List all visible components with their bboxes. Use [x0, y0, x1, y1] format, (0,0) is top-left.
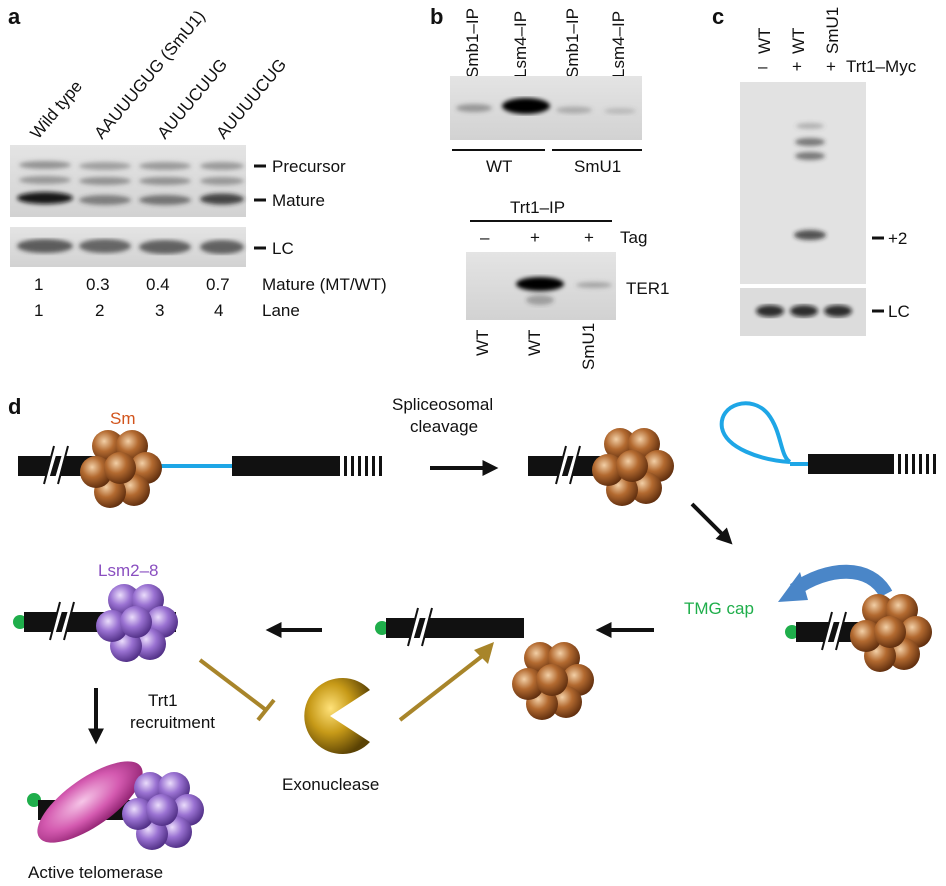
exonuclease-label: Exonuclease	[282, 775, 379, 794]
sm-label: Sm	[110, 409, 136, 428]
active-telomerase-label: Active telomerase	[28, 863, 163, 882]
b-sign-1: –	[480, 228, 490, 247]
b-sign-2: +	[530, 228, 540, 247]
panel-d-letter: d	[8, 394, 21, 419]
trt1-label-1: Trt1	[148, 691, 178, 710]
c-header-3: SmU1	[823, 7, 842, 54]
c-sign-2: +	[792, 57, 802, 76]
sm-ring-free	[512, 642, 594, 720]
b-group-smu1: SmU1	[574, 157, 621, 176]
b-header-3: Smb1–IP	[563, 8, 582, 78]
panel-d: d Sm Spliceosomal clea	[8, 394, 936, 882]
capped-rna-2	[386, 618, 524, 638]
panel-a: a Wild type AAUUUGUG (SmU1) AUUUCUUG AUU…	[8, 4, 387, 320]
c-gel-main	[740, 82, 866, 284]
lane-number-1: 1	[34, 301, 43, 320]
panel-b: b Smb1–IP Lsm4–IP Smb1–IP Lsm4–IP WT SmU…	[430, 4, 669, 370]
lane-number-4: 4	[214, 301, 223, 320]
inhibition-line	[198, 658, 268, 712]
panel-a-letter: a	[8, 4, 21, 29]
exonuclease-pacman	[304, 678, 370, 754]
c-sign-1: –	[758, 57, 768, 76]
trt1-myc-label: Trt1–Myc	[846, 57, 917, 76]
plus2-label: +2	[888, 229, 907, 248]
mature-value-3: 0.4	[146, 275, 170, 294]
b-group-wt: WT	[486, 157, 512, 176]
panel-c-letter: c	[712, 4, 724, 29]
lc-label-c: LC	[888, 302, 910, 321]
mature-label: Mature	[272, 191, 325, 210]
mature-value-4: 0.7	[206, 275, 230, 294]
precursor-rna	[18, 445, 382, 485]
cleavage-label-1: Spliceosomal	[392, 395, 493, 414]
lc-label-a: LC	[272, 239, 294, 258]
trt1-ip-label: Trt1–IP	[510, 198, 565, 217]
lane-header-1: Wild type	[27, 77, 86, 143]
sm-ring-3	[850, 594, 932, 672]
b-bottom-3: SmU1	[579, 323, 598, 370]
arrow-down-right	[690, 502, 733, 545]
lane-row-label: Lane	[262, 301, 300, 320]
tag-label: Tag	[620, 228, 647, 247]
sm-ring-1	[80, 430, 162, 508]
lane-number-3: 3	[155, 301, 164, 320]
c-sign-3: +	[826, 57, 836, 76]
c-header-1: WT	[755, 28, 774, 54]
b-header-1: Smb1–IP	[463, 8, 482, 78]
lsm-ring-1	[96, 584, 178, 662]
mature-value-1: 1	[34, 275, 43, 294]
ter1-label: TER1	[626, 279, 669, 298]
mature-value-2: 0.3	[86, 275, 110, 294]
b-bottom-2: WT	[525, 330, 544, 356]
panel-b-letter: b	[430, 4, 443, 29]
exonuclease-arrow	[398, 648, 492, 722]
lsm-ring-2	[122, 772, 204, 850]
trt1-protein	[37, 761, 143, 843]
precursor-label: Precursor	[272, 157, 346, 176]
lane-header-2: AAUUUGUG (SmU1)	[91, 7, 209, 143]
cleavage-label-2: cleavage	[410, 417, 478, 436]
tmg-cap-dot	[785, 625, 799, 639]
blot-bands-main	[17, 161, 244, 205]
lane-number-2: 2	[95, 301, 104, 320]
tmg-arrow-shaft	[789, 564, 893, 598]
tmg-cap-dot-3	[13, 615, 27, 629]
lsm-label: Lsm2–8	[98, 561, 158, 580]
lariat-intron	[719, 401, 936, 474]
sm-ring-2	[592, 428, 674, 506]
b-header-2: Lsm4–IP	[511, 11, 530, 78]
mature-ratio-label: Mature (MT/WT)	[262, 275, 387, 294]
b-sign-3: +	[584, 228, 594, 247]
tmg-arrow-head	[778, 572, 808, 602]
trt1-label-2: recruitment	[130, 713, 215, 732]
tmg-cap-label: TMG cap	[684, 599, 754, 618]
blot-bands-lc	[17, 239, 244, 254]
c-header-2: WT	[789, 28, 808, 54]
b-bottom-1: WT	[473, 330, 492, 356]
tmg-cap-dot-4	[27, 793, 41, 807]
panel-c: c WT WT SmU1 – + + Trt1–Myc +2 LC	[712, 4, 917, 336]
b-header-4: Lsm4–IP	[609, 11, 628, 78]
tmg-cap-dot-2	[375, 621, 389, 635]
